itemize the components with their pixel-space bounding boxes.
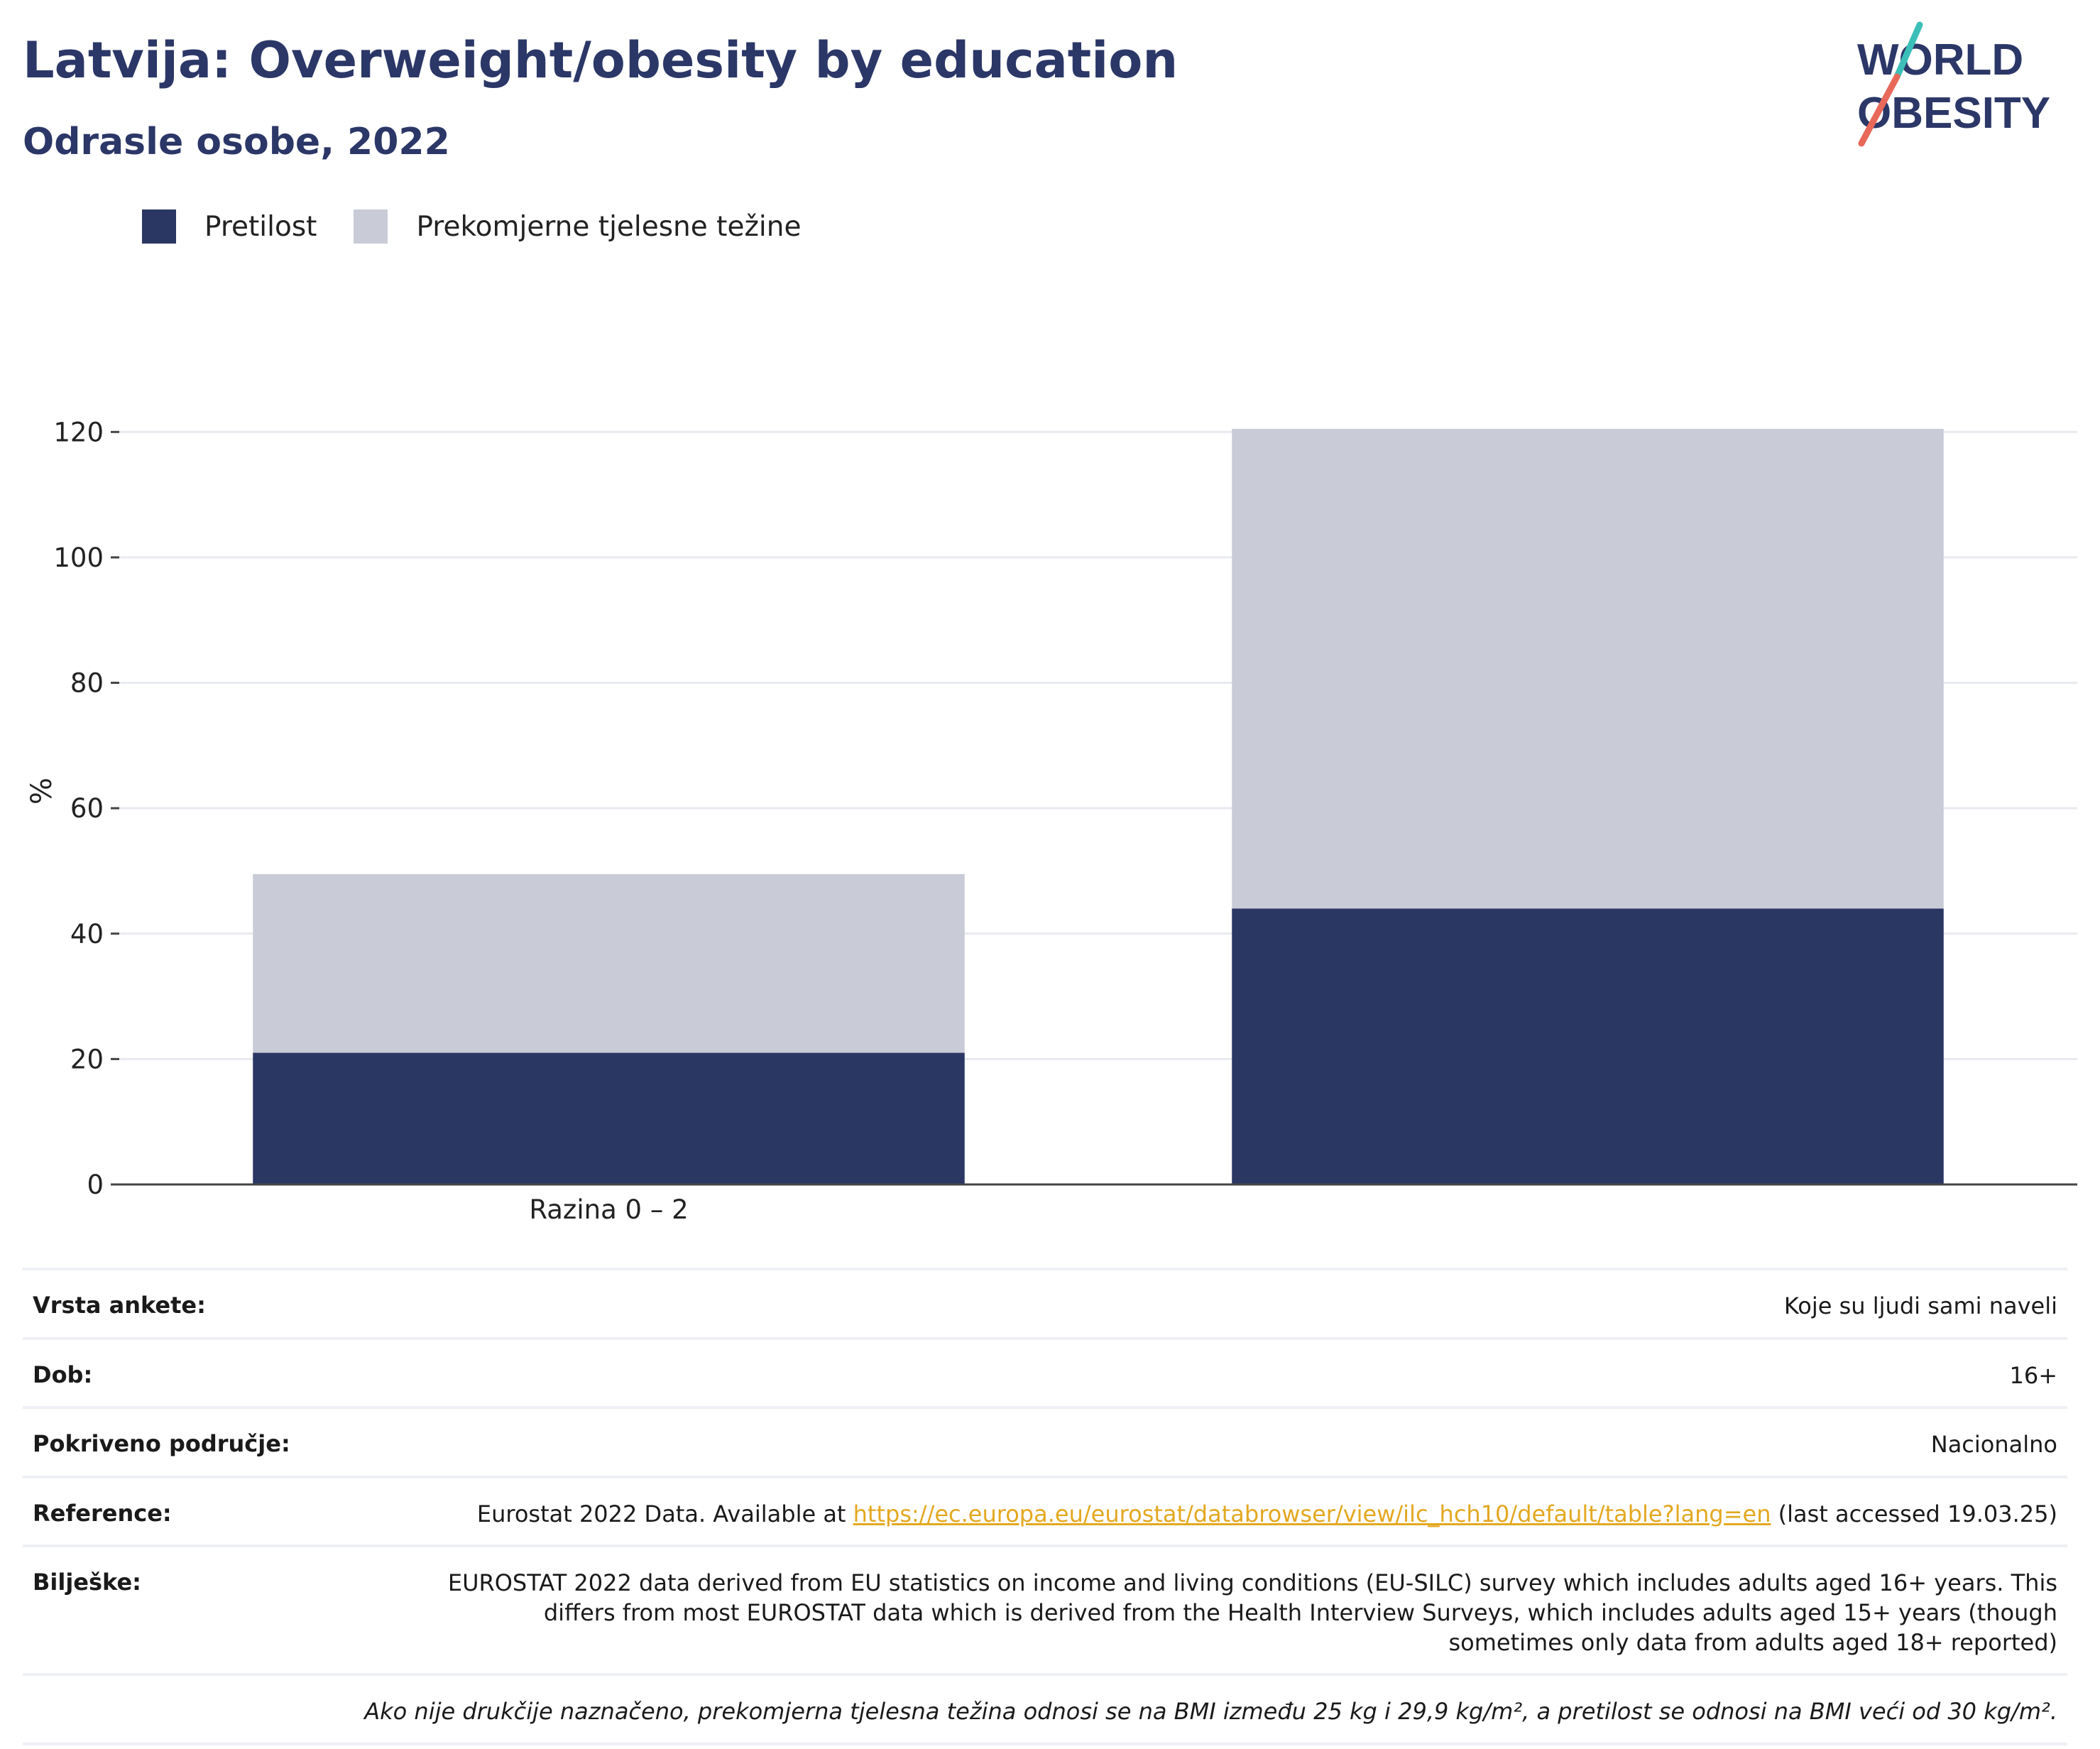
svg-text:WORLD: WORLD — [1857, 36, 2023, 85]
legend-swatch-obesity — [142, 209, 176, 244]
footnote-row: Ako nije drukčije naznačeno, prekomjerna… — [23, 1673, 2067, 1745]
y-tick-label: 20 — [70, 1044, 104, 1074]
y-axis-label: % — [26, 778, 58, 805]
survey-value: Koje su ljudi sami naveli — [1783, 1292, 2057, 1319]
reference-row: Reference: Eurostat 2022 Data. Available… — [23, 1475, 2067, 1545]
notes-value: EUROSTAT 2022 data derived from EU stati… — [447, 1569, 2057, 1656]
bar-segment-overweight-1[interactable] — [1232, 428, 1944, 909]
y-tick-label: 120 — [53, 417, 104, 447]
legend-label-overweight: Prekomjerne tjelesne težine — [416, 210, 802, 243]
bar-segment-obesity-1[interactable] — [1232, 908, 1944, 1184]
y-tick-label: 80 — [70, 668, 104, 699]
info-table: Vrsta ankete: Koje su ljudi sami naveli … — [23, 1268, 2067, 1745]
bar-segment-obesity-0[interactable] — [253, 1052, 965, 1184]
survey-row: Vrsta ankete: Koje su ljudi sami naveli — [23, 1268, 2067, 1337]
reference-suffix: (last accessed 19.03.25) — [1778, 1500, 2057, 1527]
stacked-bar-chart: 0 20 40 60 80 100 120 Razina 0 – 2% — [26, 417, 2077, 1225]
age-value: 16+ — [2009, 1361, 2057, 1389]
age-row: Dob: 16+ — [23, 1336, 2067, 1407]
survey-label: Vrsta ankete: — [33, 1292, 206, 1319]
y-tick-label: 100 — [53, 543, 104, 573]
chart-legend: Pretilost Prekomjerne tjelesne težine — [142, 209, 838, 244]
legend-swatch-overweight — [354, 209, 388, 244]
y-tick-label: 60 — [70, 793, 104, 824]
x-tick-label: Razina 0 – 2 — [529, 1194, 688, 1225]
notes-label: Bilješke: — [33, 1569, 141, 1596]
coverage-label: Pokriveno područje: — [33, 1430, 290, 1458]
reference-prefix: Eurostat 2022 Data. Available at — [476, 1500, 846, 1527]
page-subtitle: Odrasle osobe, 2022 — [23, 121, 450, 163]
legend-label-obesity: Pretilost — [204, 210, 317, 243]
coverage-value: Nacionalno — [1930, 1431, 2057, 1459]
y-tick-label: 40 — [70, 919, 104, 949]
reference-value: Eurostat 2022 Data. Available at https:/… — [477, 1500, 2057, 1530]
world-obesity-logo: WORLD OBESITY — [1857, 21, 2050, 147]
legend-item-overweight[interactable]: Prekomjerne tjelesne težine — [354, 209, 801, 244]
footnote-text: Ako nije drukčije naznačeno, prekomjerna… — [364, 1698, 2057, 1726]
reference-label: Reference: — [33, 1499, 172, 1527]
y-tick-label: 0 — [87, 1170, 104, 1200]
page-title: Latvija: Overweight/obesity by education — [23, 31, 1178, 89]
coverage-row: Pokriveno područje: Nacionalno — [23, 1406, 2067, 1476]
legend-item-obesity[interactable]: Pretilost — [142, 209, 317, 244]
bar-segment-overweight-0[interactable] — [253, 873, 965, 1053]
age-label: Dob: — [33, 1361, 93, 1388]
notes-row: Bilješke: EUROSTAT 2022 data derived fro… — [23, 1544, 2067, 1673]
reference-link[interactable]: https://ec.europa.eu/eurostat/databrowse… — [853, 1500, 1771, 1527]
